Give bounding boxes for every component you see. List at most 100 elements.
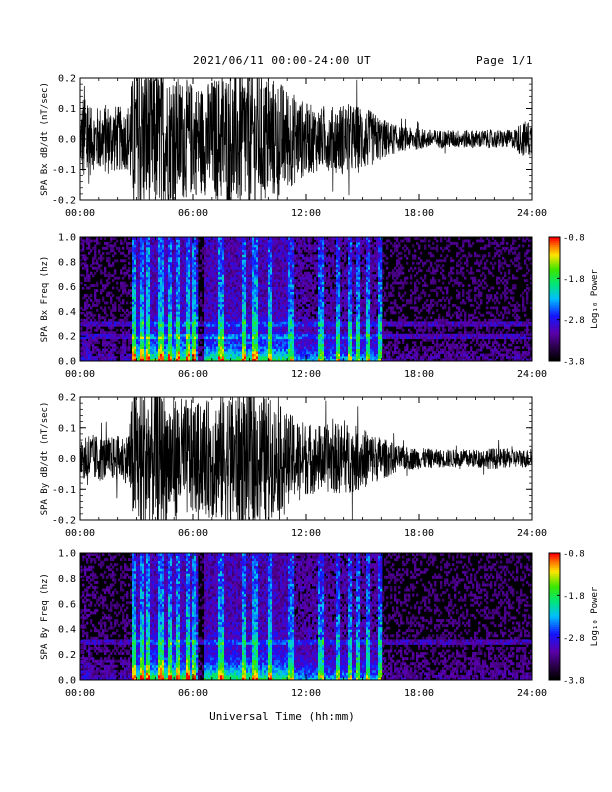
spectrogram-cell	[200, 341, 203, 345]
spectrogram-cell	[110, 311, 113, 315]
spectrogram-cell	[140, 333, 143, 337]
spectrogram-cell	[250, 333, 253, 337]
spectrogram-cell	[182, 341, 185, 345]
spectrogram-cell	[302, 264, 305, 268]
spectrogram-cell	[150, 343, 153, 347]
spectrogram-cell	[178, 306, 181, 310]
spectrogram-cell	[244, 346, 247, 349]
spectrogram-cell	[112, 264, 115, 268]
spectrogram-cell	[204, 286, 207, 290]
spectrogram-cell	[204, 251, 207, 255]
spectrogram-cell	[184, 338, 187, 342]
spectrogram-cell	[174, 358, 177, 362]
spectrogram-cell	[244, 356, 247, 359]
spectrogram-cell	[260, 241, 263, 245]
spectrogram-cell	[214, 328, 217, 332]
spectrogram-cell	[288, 266, 291, 270]
spectrogram-cell	[296, 321, 299, 325]
spectrogram-cell	[142, 244, 145, 248]
spectrogram-cell	[250, 271, 253, 275]
spectrogram-cell	[130, 323, 133, 327]
spectrogram-cell	[278, 266, 281, 270]
spectrogram-cell	[86, 313, 89, 317]
spectrogram-cell	[180, 343, 183, 347]
spectrogram-cell	[144, 323, 147, 327]
spectrogram-cell	[92, 336, 95, 340]
spectrogram-cell	[222, 331, 225, 335]
spectrogram-cell	[176, 264, 179, 268]
spectrogram-cell	[168, 256, 171, 260]
spectrogram-cell	[276, 261, 279, 265]
spectrogram-cell	[288, 323, 291, 327]
spectrogram-cell	[228, 338, 231, 342]
spectrogram-cell	[90, 318, 93, 322]
spectrogram-cell	[264, 333, 267, 337]
spectrogram-cell	[220, 251, 223, 255]
spectrogram-cell	[208, 269, 211, 273]
spectrogram-cell	[162, 343, 165, 347]
spectrogram-cell	[196, 323, 199, 327]
spectrogram-cell	[300, 296, 303, 300]
spectrogram-cell	[140, 358, 143, 362]
spectrogram-cell	[278, 353, 281, 357]
spectrogram-cell	[268, 237, 271, 240]
spectrogram-cell	[254, 323, 257, 327]
spectrogram-cell	[230, 256, 233, 260]
spectrogram-cell	[282, 321, 285, 325]
spectrogram-cell	[272, 353, 275, 357]
spectrogram-cell	[80, 281, 83, 285]
spectrogram-cell	[288, 269, 291, 273]
spectrogram-cell	[164, 338, 167, 342]
spectrogram-cell	[86, 256, 89, 260]
spectrogram-cell	[210, 343, 213, 347]
spectrogram-cell	[254, 328, 257, 332]
spectrogram-cell	[116, 321, 119, 325]
spectrogram-cell	[292, 301, 295, 305]
spectrogram-cell	[292, 316, 295, 320]
spectrogram-cell	[248, 261, 251, 265]
spectrogram-cell	[280, 316, 283, 320]
spectrogram-cell	[266, 311, 269, 315]
spectrogram-cell	[218, 251, 221, 255]
spectrogram-cell	[224, 321, 227, 325]
spectrogram-cell	[298, 237, 301, 240]
spectrogram-cell	[178, 353, 181, 357]
spectrogram-cell	[144, 346, 147, 349]
spectrogram-cell	[160, 239, 163, 243]
spectrogram-cell	[232, 341, 235, 345]
spectrogram-cell	[242, 303, 245, 307]
spectrogram-cell	[300, 343, 303, 347]
spectrogram-cell	[248, 331, 251, 335]
spectrogram-cell	[208, 299, 211, 302]
spectrogram-cell	[260, 271, 263, 275]
spectrogram-cell	[234, 303, 237, 307]
spectrogram-cell	[214, 291, 217, 295]
spectrogram-cell	[114, 308, 117, 312]
spectrogram-cell	[226, 259, 229, 263]
spectrogram-cell	[180, 261, 183, 265]
spectrogram-cell	[242, 338, 245, 342]
spectrogram-cell	[236, 294, 239, 297]
spectrogram-cell	[96, 353, 99, 357]
spectrogram-cell	[256, 341, 259, 345]
spectrogram-cell	[296, 348, 299, 352]
spectrogram-cell	[204, 241, 207, 245]
spectrogram-cell	[178, 328, 181, 332]
spectrogram-cell	[162, 351, 165, 354]
spectrogram-cell	[104, 336, 107, 340]
spectrogram-cell	[292, 289, 295, 292]
spectrogram-cell	[268, 244, 271, 248]
spectrogram-cell	[244, 249, 247, 253]
spectrogram-cell	[238, 328, 241, 332]
spectrogram-cell	[244, 299, 247, 302]
spectrogram-cell	[168, 341, 171, 345]
spectrogram-cell	[254, 356, 257, 359]
spectrogram-cell	[148, 254, 151, 258]
spectrogram-cell	[226, 333, 229, 337]
spectrogram-cell	[208, 323, 211, 327]
spectrogram-cell	[184, 328, 187, 332]
spectrogram-cell	[116, 351, 119, 354]
spectrogram-cell	[162, 338, 165, 342]
spectrogram-cell	[262, 284, 265, 287]
spectrogram-cell	[94, 351, 97, 354]
